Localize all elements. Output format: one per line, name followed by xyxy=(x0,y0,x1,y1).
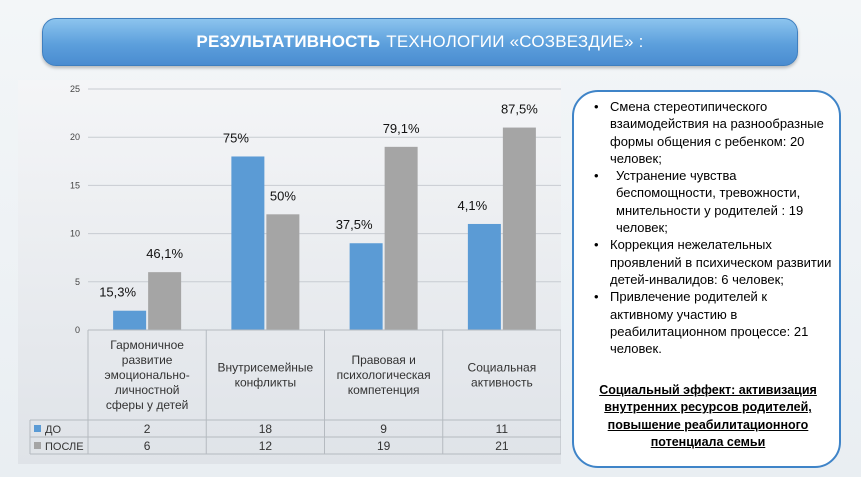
results-list: • Смена стереотипического взаимодействия … xyxy=(594,98,832,357)
category-label: Внутрисемейные xyxy=(218,361,314,375)
bullet-icon: • xyxy=(594,168,599,184)
y-tick-label: 20 xyxy=(70,132,80,142)
results-info-box: • Смена стереотипического взаимодействия … xyxy=(572,90,841,468)
data-label: 79,1% xyxy=(383,121,420,136)
data-label: 37,5% xyxy=(336,217,373,232)
bar-after xyxy=(266,214,300,330)
data-label: 87,5% xyxy=(501,102,538,117)
bar-before xyxy=(113,310,147,330)
title-banner: РЕЗУЛЬТАТИВНОСТЬ ТЕХНОЛОГИИ «СОЗВЕЗДИЕ» … xyxy=(42,18,798,66)
chart-panel: 0 5 10 15 20 25 15,3% 75% 37,5% 4,1% 46,1% 50% 79,1%… xyxy=(18,80,561,464)
category-label: эмоционально- xyxy=(105,368,190,382)
category-label: Гармоничное xyxy=(110,338,184,352)
bar-before xyxy=(231,156,265,330)
category-label: Социальная xyxy=(468,361,537,375)
title-bold: РЕЗУЛЬТАТИВНОСТЬ xyxy=(196,32,381,51)
legend-label: ДО xyxy=(45,424,61,436)
bullet-icon: • xyxy=(594,289,599,305)
table-value: 2 xyxy=(144,422,151,436)
table-value: 18 xyxy=(259,422,273,436)
title-rest: ТЕХНОЛОГИИ «СОЗВЕЗДИЕ» : xyxy=(386,32,644,51)
result-item-anxiety: • Устранение чувства беспомощности, трево… xyxy=(594,168,804,236)
y-tick-label: 5 xyxy=(75,277,80,287)
result-item-correction: • Коррекция нежелательных проявлений в пс… xyxy=(594,237,832,287)
y-tick-label: 0 xyxy=(75,325,80,335)
y-tick-label: 15 xyxy=(70,180,80,190)
bar-chart: 0 5 10 15 20 25 15,3% 75% 37,5% 4,1% 46,1% 50% 79,1%… xyxy=(29,84,561,455)
bar-before xyxy=(349,243,383,330)
table-value: 11 xyxy=(496,422,509,436)
result-item-involvement: • Привлечение родителей к активному участ… xyxy=(594,289,809,357)
category-label: развитие xyxy=(122,353,173,367)
table-value: 19 xyxy=(377,439,391,453)
bullet-icon: • xyxy=(594,99,599,114)
social-effect-text: Социальный эффект: активизация внутренни… xyxy=(599,383,817,449)
table-value: 21 xyxy=(495,439,509,453)
legend-swatch-before xyxy=(34,425,41,432)
bullet-icon: • xyxy=(594,237,599,253)
category-label: личностной xyxy=(115,383,180,397)
result-item-communication: • Смена стереотипического взаимодействия … xyxy=(594,99,824,166)
bar-after xyxy=(502,127,536,330)
category-label: активность xyxy=(471,376,533,390)
data-label: 46,1% xyxy=(146,246,183,261)
legend-swatch-after xyxy=(34,442,41,449)
bar-after xyxy=(384,146,418,330)
bar-after xyxy=(148,272,182,330)
y-tick-label: 10 xyxy=(70,229,80,239)
category-label: Правовая и xyxy=(351,353,415,367)
category-label: конфликты xyxy=(235,376,297,390)
data-label: 4,1% xyxy=(458,198,488,213)
bar-before xyxy=(467,223,501,330)
data-label: 75% xyxy=(223,130,249,145)
data-label: 15,3% xyxy=(99,285,136,300)
legend-label: ПОСЛЕ xyxy=(45,441,84,453)
table-value: 9 xyxy=(380,422,387,436)
category-label: компетенция xyxy=(348,383,420,397)
data-label: 50% xyxy=(270,188,296,203)
category-label: сферы у детей xyxy=(106,398,189,412)
table-value: 6 xyxy=(144,439,151,453)
y-tick-label: 25 xyxy=(70,84,80,94)
category-label: психологическая xyxy=(337,368,431,382)
table-value: 12 xyxy=(259,439,273,453)
